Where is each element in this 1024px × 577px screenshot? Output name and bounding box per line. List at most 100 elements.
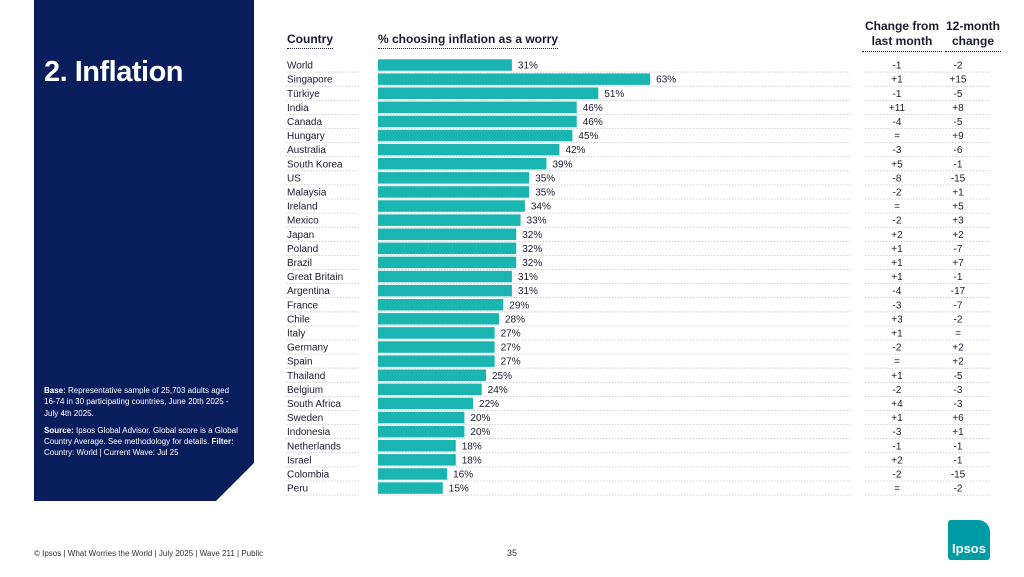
- change-12-month-value: -5: [954, 117, 963, 128]
- country-label: Sweden: [287, 413, 323, 424]
- change-last-month-value: -1: [893, 441, 902, 452]
- country-label: Colombia: [287, 469, 330, 480]
- change-last-month-value: +1: [891, 272, 903, 283]
- bar: [378, 327, 495, 339]
- bar-value-label: 28%: [505, 314, 525, 325]
- change-last-month-value: =: [894, 357, 900, 368]
- change-12-month-value: -1: [954, 455, 963, 466]
- bar-value-label: 34%: [531, 202, 551, 213]
- change-12-month-value: =: [955, 328, 961, 339]
- page-title: 2. Inflation: [44, 56, 184, 88]
- change-last-month-value: -2: [893, 343, 902, 354]
- bar: [378, 87, 599, 99]
- bar: [378, 355, 495, 367]
- change-12-month-value: +6: [952, 413, 964, 424]
- change-12-month-value: -1: [954, 441, 963, 452]
- bar-value-label: 31%: [518, 286, 538, 297]
- side-panel: 2. Inflation Base: Representative sample…: [34, 0, 254, 501]
- bar-value-label: 31%: [518, 61, 538, 72]
- bar: [378, 214, 521, 226]
- change-last-month-value: -4: [893, 286, 902, 297]
- change-12-month-value: -15: [951, 469, 966, 480]
- country-label: Chile: [287, 314, 310, 325]
- filter-text: Country: World | Current Wave: Jul 25: [44, 448, 179, 458]
- source-note: Source: Ipsos Global Advisor. Global sco…: [44, 425, 239, 459]
- change-last-month-value: +11: [889, 103, 906, 114]
- bar: [378, 59, 512, 71]
- bar: [378, 73, 651, 85]
- bar: [378, 482, 443, 494]
- change-last-month-value: +1: [891, 413, 903, 424]
- change-last-month-value: +2: [891, 230, 903, 241]
- change-last-month-value: +2: [891, 455, 903, 466]
- bar: [378, 341, 495, 353]
- change-12-month-value: +15: [950, 75, 967, 86]
- bar: [378, 129, 573, 142]
- bar-value-label: 25%: [492, 371, 512, 382]
- change-12-month-value: -6: [954, 145, 963, 156]
- bar-value-label: 45%: [578, 131, 598, 142]
- bar-value-label: 33%: [527, 216, 547, 227]
- change-12-month-value: -1: [954, 159, 963, 170]
- country-header: Country: [287, 32, 333, 49]
- bar-value-label: 39%: [552, 159, 572, 170]
- change-last-month-value: -1: [893, 89, 902, 100]
- bar-value-label: 29%: [509, 300, 529, 311]
- source-label: Source:: [44, 425, 74, 435]
- bar-value-label: 32%: [522, 230, 542, 241]
- bar-value-label: 27%: [501, 328, 521, 339]
- change-last-month-value: =: [894, 484, 900, 495]
- country-label: India: [287, 103, 309, 114]
- change-last-month-value: +1: [891, 244, 903, 255]
- country-label: Brazil: [287, 258, 312, 269]
- change-12-month-value: +7: [952, 258, 964, 269]
- change-12-month-value: +2: [952, 343, 964, 354]
- change-month-header-line2: last month: [871, 34, 933, 48]
- bar: [378, 101, 577, 114]
- change-12-month-value: +1: [952, 187, 964, 198]
- bar: [378, 411, 465, 424]
- country-label: World: [287, 61, 313, 72]
- bar-value-label: 27%: [501, 343, 521, 354]
- bar: [378, 369, 486, 381]
- change-last-month-value: =: [894, 131, 900, 142]
- change-12-month-value: +9: [952, 131, 964, 142]
- change-last-month-value: =: [894, 202, 900, 213]
- base-text: Representative sample of 25,703 adults a…: [44, 386, 230, 418]
- country-label: Singapore: [287, 75, 333, 86]
- change-last-month-value: -3: [893, 145, 902, 156]
- country-label: Australia: [287, 145, 326, 156]
- bar-value-label: 42%: [565, 145, 585, 156]
- bar: [378, 425, 465, 438]
- bar-value-label: 46%: [583, 117, 603, 128]
- change-last-month-value: +4: [891, 399, 903, 410]
- change-12-month-value: -5: [954, 89, 963, 100]
- change-12-month-value: -15: [951, 173, 966, 184]
- change-last-month-value: -2: [893, 469, 902, 480]
- country-label: Indonesia: [287, 427, 331, 438]
- footer-text: © Ipsos | What Worries the World | July …: [34, 549, 264, 558]
- bar: [378, 299, 504, 311]
- change-last-month-value: -3: [893, 300, 902, 311]
- country-label: France: [287, 300, 319, 311]
- bar-value-label: 27%: [501, 357, 521, 368]
- page-number: 35: [507, 548, 518, 558]
- bar-value-label: 35%: [535, 173, 555, 184]
- change-year-header: 12-month change: [945, 19, 1001, 52]
- bar: [378, 440, 456, 452]
- change-12-month-value: +1: [952, 427, 964, 438]
- ipsos-logo: Ipsos: [948, 520, 990, 560]
- change-last-month-value: -2: [893, 385, 902, 396]
- country-label: Spain: [287, 357, 313, 368]
- country-label: Hungary: [287, 131, 325, 142]
- change-12-month-value: -17: [951, 286, 966, 297]
- country-label: Netherlands: [287, 441, 341, 452]
- bar: [378, 383, 482, 396]
- bar: [378, 143, 560, 156]
- source-text: Ipsos Global Advisor. Global score is a …: [44, 425, 238, 447]
- bar: [378, 158, 547, 170]
- base-label: Base:: [44, 386, 66, 395]
- change-12-month-value: +8: [952, 103, 964, 114]
- bar-value-label: 32%: [522, 258, 542, 269]
- bar: [378, 270, 512, 283]
